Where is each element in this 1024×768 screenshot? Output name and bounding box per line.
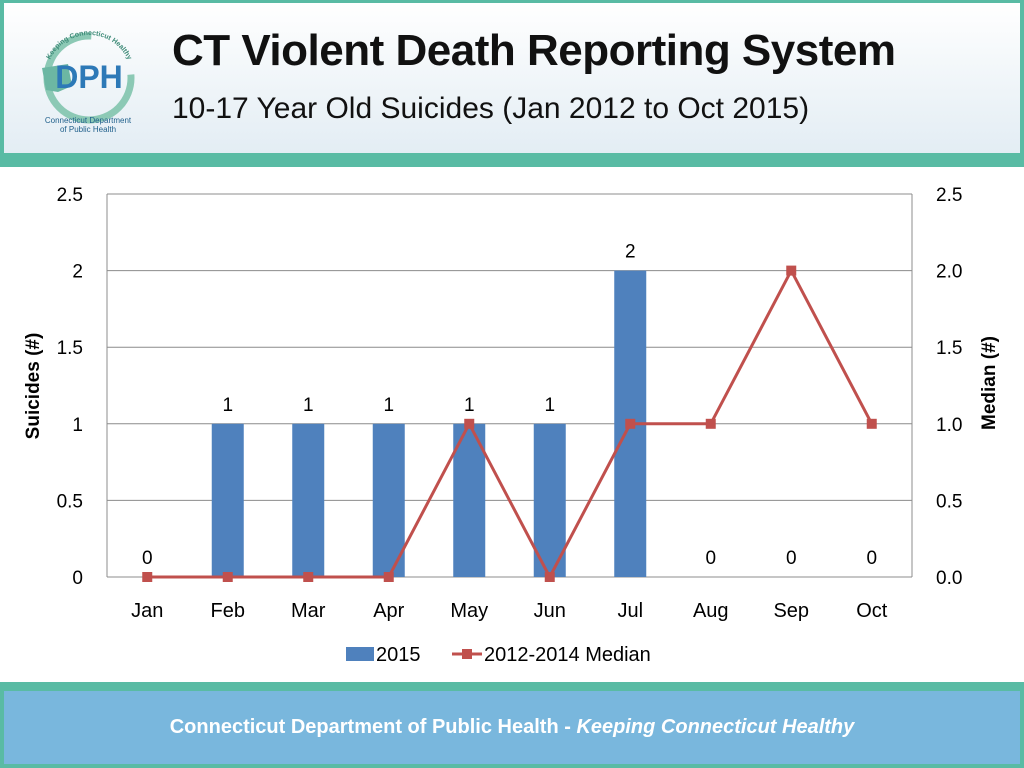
footer-tagline: Keeping Connecticut Healthy (576, 716, 855, 738)
median-marker (705, 418, 716, 429)
x-tick-label: Aug (693, 600, 729, 622)
footer-band (0, 682, 1024, 691)
page-subtitle: 10-17 Year Old Suicides (Jan 2012 to Oct… (172, 92, 810, 125)
logo-arc-text: Keeping Connecticut Healthy (46, 30, 133, 61)
dph-logo: Keeping Connecticut Healthy DPH Connecti… (42, 30, 135, 134)
x-tick-label: Apr (373, 600, 404, 622)
ct-state-icon (42, 64, 72, 92)
x-tick-label: Jul (617, 600, 643, 622)
y-tick-label-left: 2 (72, 262, 83, 283)
chart-area (0, 167, 1024, 682)
logo-dph-text: DPH (55, 59, 123, 95)
page-title: CT Violent Death Reporting System (172, 26, 896, 75)
median-marker (222, 572, 233, 582)
header: Keeping Connecticut Healthy DPH Connecti… (4, 3, 1020, 153)
bar (533, 423, 566, 577)
bar-data-label: 0 (866, 548, 877, 569)
median-marker (464, 418, 475, 429)
y-tick-label-left: 2.5 (57, 185, 83, 206)
x-tick-label: Feb (211, 600, 245, 622)
bar-data-label: 1 (303, 395, 314, 416)
x-tick-label: Oct (856, 600, 888, 622)
bar-data-label: 0 (705, 548, 716, 569)
combo-chart: 0 0.0 0.5 0.5 1 1.0 1.5 1.5 2 2.0 2.5 2.5 0 1 1 1 1 1 2 0 0 0… (57, 185, 963, 666)
legend-label-2015: 2015 (376, 644, 421, 666)
bar-data-label: 2 (625, 242, 636, 263)
bar-data-label: 1 (222, 395, 233, 416)
header-band (0, 153, 1024, 167)
logo-caption-line2: of Public Health (60, 125, 116, 134)
median-marker (383, 572, 394, 582)
bar-data-label: 1 (464, 395, 475, 416)
bar (372, 423, 405, 577)
y-tick-label-right: 2.0 (936, 262, 962, 283)
y-tick-label-right: 1.5 (936, 338, 962, 359)
y-tick-label-left: 0.5 (57, 491, 83, 512)
x-tick-label: May (450, 600, 488, 622)
median-marker (866, 418, 877, 429)
legend-swatch-2015 (346, 647, 374, 661)
footer: Connecticut Department of Public Health … (4, 691, 1020, 764)
y-tick-label-right: 0.5 (936, 491, 962, 512)
x-tick-label: Jan (131, 600, 163, 622)
bar (453, 423, 486, 577)
y-tick-label-right: 1.0 (936, 415, 962, 436)
y-tick-label-left: 1.5 (57, 338, 83, 359)
logo-caption-line1: Connecticut Department (45, 116, 132, 125)
median-line (147, 267, 874, 581)
legend-marker-median (462, 649, 472, 659)
bar-data-label: 1 (544, 395, 555, 416)
y-axis-label-right: Median (#) (979, 336, 1000, 430)
x-tick-label: Sep (773, 600, 809, 622)
x-tick-label: Mar (291, 600, 326, 622)
x-tick-label: Jun (534, 600, 566, 622)
bar (292, 423, 325, 577)
y-tick-label-left: 1 (72, 415, 83, 436)
legend-label-median: 2012-2014 Median (484, 644, 651, 666)
y-tick-label-right: 0.0 (936, 568, 962, 589)
y-tick-label-left: 0 (72, 568, 83, 589)
bar-data-label: 1 (383, 395, 394, 416)
median-marker (303, 572, 314, 582)
bar-data-label: 0 (786, 548, 797, 569)
y-tick-label-right: 2.5 (936, 185, 962, 206)
bar (211, 423, 244, 577)
median-marker (786, 265, 797, 276)
footer-text: Connecticut Department of Public Health … (0, 691, 1024, 764)
bar-data-label: 0 (142, 548, 153, 569)
footer-separator: - (558, 716, 577, 738)
median-marker (544, 572, 555, 582)
median-marker (625, 418, 636, 429)
y-axis-label-left: Suicides (#) (23, 332, 44, 440)
median-marker (142, 572, 153, 582)
footer-org: Connecticut Department of Public Health (169, 716, 559, 738)
